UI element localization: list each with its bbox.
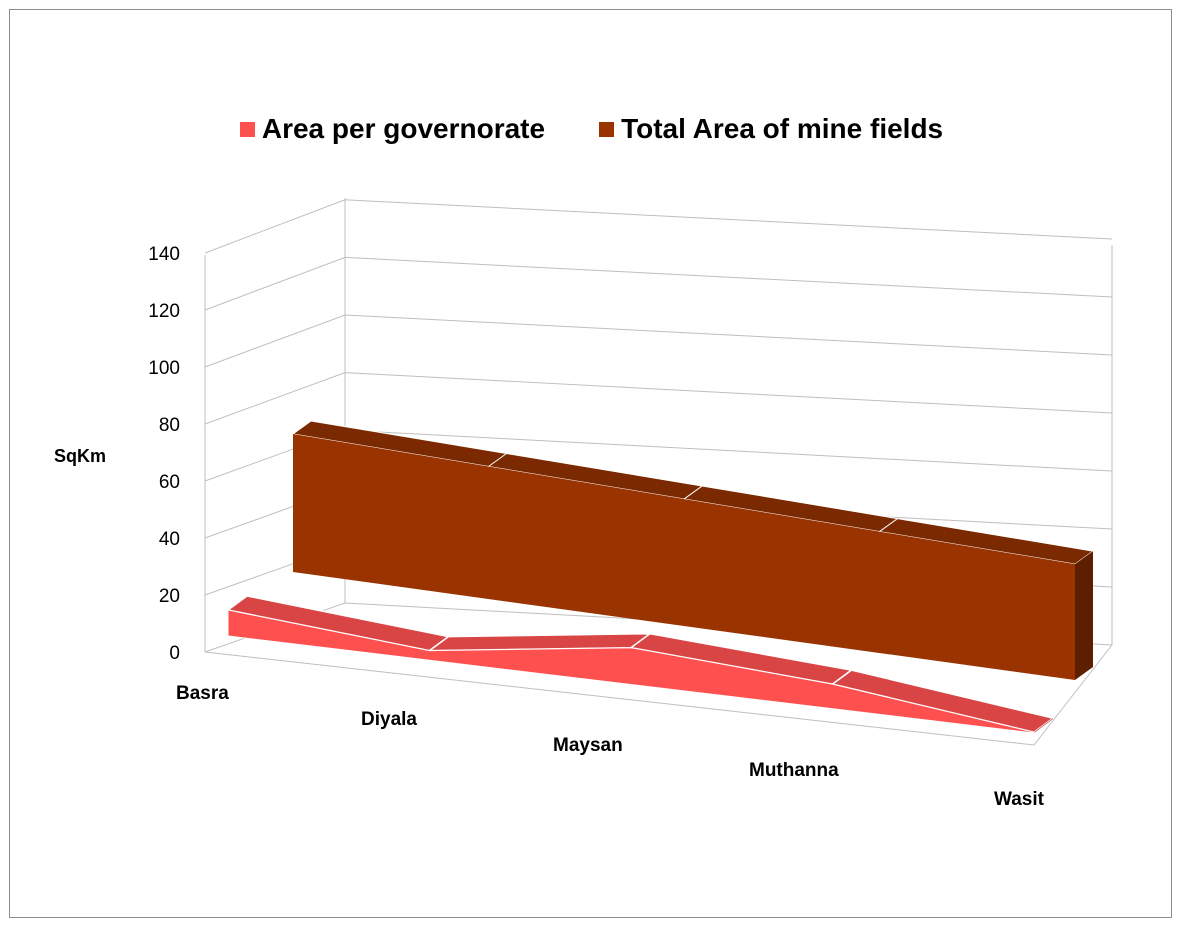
x-tick-label-diyala: Diyala — [361, 709, 417, 730]
gridline-140 — [204, 199, 1113, 254]
gridline-80 — [204, 372, 1113, 425]
chart-legend: Area per governorate Total Area of mine … — [0, 113, 1183, 145]
y-axis-label: SqKm — [54, 446, 106, 466]
series-total-area-point-muthanna — [879, 518, 898, 532]
legend-label-total-area: Total Area of mine fields — [621, 113, 944, 144]
x-tick-label-maysan: Maysan — [553, 735, 623, 756]
series-area-front — [227, 609, 1035, 734]
legend-swatch-total-area — [599, 121, 615, 137]
x-tick-label-basra: Basra — [176, 683, 229, 704]
floor-outline — [204, 644, 1113, 746]
series-total-area-front — [293, 434, 1075, 680]
y-tick-label-140: 140 — [148, 244, 180, 265]
gridline-100 — [204, 314, 1113, 368]
series-total-area-side — [1075, 551, 1093, 680]
legend-item-area-per-governorate: Area per governorate — [239, 113, 546, 145]
y-tick-label-120: 120 — [148, 301, 180, 322]
legend-label-area-per-governorate: Area per governorate — [261, 113, 546, 144]
series-area-side — [1034, 718, 1053, 733]
y-tick-label-80: 80 — [159, 415, 180, 436]
y-tick-label-60: 60 — [159, 472, 180, 493]
x-tick-label-wasit: Wasit — [994, 789, 1045, 810]
y-tick-label-0: 0 — [169, 643, 180, 664]
y-tick-label-40: 40 — [159, 529, 180, 550]
y-tick-label-100: 100 — [148, 358, 180, 379]
series-total-area-point-diyala — [488, 453, 507, 467]
series-total-area-point-maysan — [683, 485, 703, 500]
legend-swatch-area-per-governorate — [239, 121, 255, 137]
legend-item-total-area: Total Area of mine fields — [599, 113, 943, 145]
y-tick-label-20: 20 — [159, 586, 180, 607]
x-tick-label-muthanna: Muthanna — [749, 760, 839, 781]
gridline-120 — [204, 256, 1113, 311]
